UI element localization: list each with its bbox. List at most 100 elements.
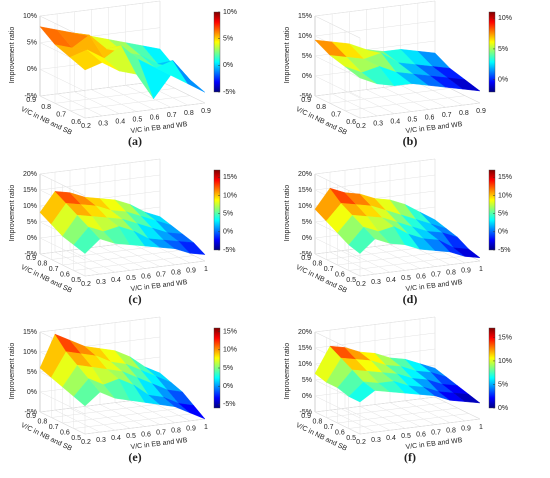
- z-axis-label: Improvement ratio: [9, 185, 16, 242]
- surface-patch: [178, 403, 206, 420]
- y-tick-label: 0.6: [60, 271, 70, 278]
- colorbar-tick-label: 0%: [498, 77, 508, 84]
- colorbar: [488, 327, 496, 409]
- caption: (a): [128, 134, 142, 148]
- grid-line: [39, 16, 161, 97]
- x-tick-label: 0.3: [373, 121, 383, 128]
- y-axis-label: V/C in NB and SB: [295, 422, 348, 453]
- z-tick-label: 5%: [302, 377, 312, 384]
- x-tick-label: 0.6: [141, 273, 151, 280]
- colorbar-tick-label: 5%: [223, 36, 233, 43]
- x-tick-label: 0.8: [459, 110, 469, 117]
- colorbar-tick-label: 10%: [498, 15, 512, 22]
- y-tick-label: 0.7: [56, 112, 66, 119]
- x-tick-label: 0.3: [96, 279, 106, 286]
- colorbar-tick-label: 10%: [498, 358, 512, 365]
- z-tick-label: 15%: [298, 345, 312, 352]
- z-tick-label: -5%: [25, 93, 37, 100]
- colorbar-tick-label: 5%: [498, 46, 508, 53]
- x-tick-label: 1: [479, 266, 483, 273]
- z-tick-label: -5%: [25, 251, 37, 258]
- y-tick-label: 0.7: [49, 266, 59, 273]
- x-tick-label: 0.2: [356, 281, 366, 288]
- y-tick-label: 0.7: [324, 266, 334, 273]
- colorbar-tick-label: -5%: [223, 89, 235, 96]
- z-tick-label: 5%: [27, 40, 37, 47]
- x-tick-label: 0.2: [81, 281, 91, 288]
- x-tick-label: 0.7: [167, 112, 177, 119]
- colorbar-tick-label: 10%: [223, 347, 237, 354]
- x-tick-label: 0.4: [115, 119, 125, 126]
- x-tick-label: 0.7: [442, 112, 452, 119]
- y-tick-label: 0.5: [346, 277, 356, 284]
- z-axis-label: Improvement ratio: [284, 185, 291, 242]
- z-tick-label: 0%: [302, 235, 312, 242]
- y-tick-label: 0.8: [313, 260, 323, 267]
- z-axis-label: Improvement ratio: [9, 343, 16, 400]
- x-tick-label: 0.7: [156, 271, 166, 278]
- x-tick-label: 0.9: [186, 426, 196, 433]
- x-tick-label: 0.8: [171, 428, 181, 435]
- colorbar-tick-label: 0%: [223, 62, 233, 69]
- colorbar: [488, 11, 496, 93]
- z-tick-label: 0%: [27, 235, 37, 242]
- panel: -5%0%5%10%15%20%0.2 0.3 0.4 0.5 0.6 0.7 0.8 0.9…: [284, 158, 512, 306]
- x-tick-label: 0.2: [81, 439, 91, 446]
- z-tick-label: 10%: [298, 361, 312, 368]
- x-tick-label: 0.6: [416, 273, 426, 280]
- x-tick-label: 0.7: [431, 271, 441, 278]
- surface-patch: [447, 77, 481, 92]
- x-tick-label: 0.3: [98, 121, 108, 128]
- colorbar-tick-label: 10%: [498, 192, 512, 199]
- grid-line: [314, 0, 436, 39]
- z-tick-label: 15%: [298, 187, 312, 194]
- x-tick-label: 1: [204, 424, 208, 431]
- colorbar-tick-label: 5%: [498, 381, 508, 388]
- z-tick-label: 0%: [302, 393, 312, 400]
- y-tick-label: 0.6: [71, 119, 81, 126]
- x-tick-label: 0.2: [356, 123, 366, 130]
- colorbar-tick-label: 0%: [223, 383, 233, 390]
- y-tick-label: 0.8: [38, 260, 48, 267]
- surface-patch: [453, 392, 481, 404]
- caption: (f): [404, 450, 416, 464]
- colorbar: [213, 169, 221, 251]
- colorbar-tick-label: 15%: [498, 334, 512, 341]
- x-tick-label: 0.9: [186, 268, 196, 275]
- x-tick-label: 0.6: [141, 431, 151, 438]
- grid-line: [434, 317, 481, 420]
- colorbar-tick-label: 5%: [498, 210, 508, 217]
- y-tick-label: 0.9: [26, 97, 36, 104]
- y-tick-label: 0.6: [60, 429, 70, 436]
- y-tick-label: 0.8: [38, 418, 48, 425]
- z-tick-label: 0%: [302, 73, 312, 80]
- z-tick-label: 20%: [298, 171, 312, 178]
- x-tick-label: 0.9: [461, 426, 471, 433]
- x-tick-label: 0.9: [476, 108, 486, 115]
- panel: -5%0%5%10%15%20%0.2 0.3 0.4 0.5 0.6 0.7 0.8 0.9…: [284, 316, 512, 464]
- colorbar-tick-label: 10%: [223, 9, 237, 16]
- x-tick-label: 0.5: [408, 116, 418, 123]
- z-tick-label: 10%: [23, 349, 37, 356]
- x-tick-label: 0.8: [171, 270, 181, 277]
- y-tick-label: 0.6: [335, 429, 345, 436]
- z-tick-label: 15%: [23, 187, 37, 194]
- colorbar-tick-label: -5%: [498, 247, 510, 254]
- x-tick-label: 0.4: [111, 277, 121, 284]
- caption: (b): [403, 134, 418, 148]
- y-tick-label: 0.8: [316, 104, 326, 111]
- x-tick-label: 0.4: [386, 277, 396, 284]
- y-axis-label: V/C in NB and SB: [20, 264, 73, 295]
- panel: -5% 0% 5% 10% 0.2 0.3 0.4 0.5 0.6 0.7 0.8 0.9 0.9 0.8…: [9, 0, 237, 148]
- panel: -5% 0% 5% 10% 15% 0.2 0.3 0.4 0.5 0.6 0.7 0.8 0.9 0.9…: [284, 0, 512, 148]
- z-tick-label: 10%: [298, 33, 312, 40]
- y-tick-label: 0.9: [301, 97, 311, 104]
- colorbar-tick-label: 10%: [223, 192, 237, 199]
- y-tick-label: 0.7: [331, 112, 341, 119]
- z-axis-label: Improvement ratio: [284, 27, 291, 84]
- y-tick-label: 0.7: [49, 424, 59, 431]
- caption: (d): [403, 292, 418, 306]
- z-tick-label: 5%: [27, 219, 37, 226]
- panel: -5%0%5%10%15%20%0.2 0.3 0.4 0.5 0.6 0.7 0.8 0.9…: [9, 158, 237, 306]
